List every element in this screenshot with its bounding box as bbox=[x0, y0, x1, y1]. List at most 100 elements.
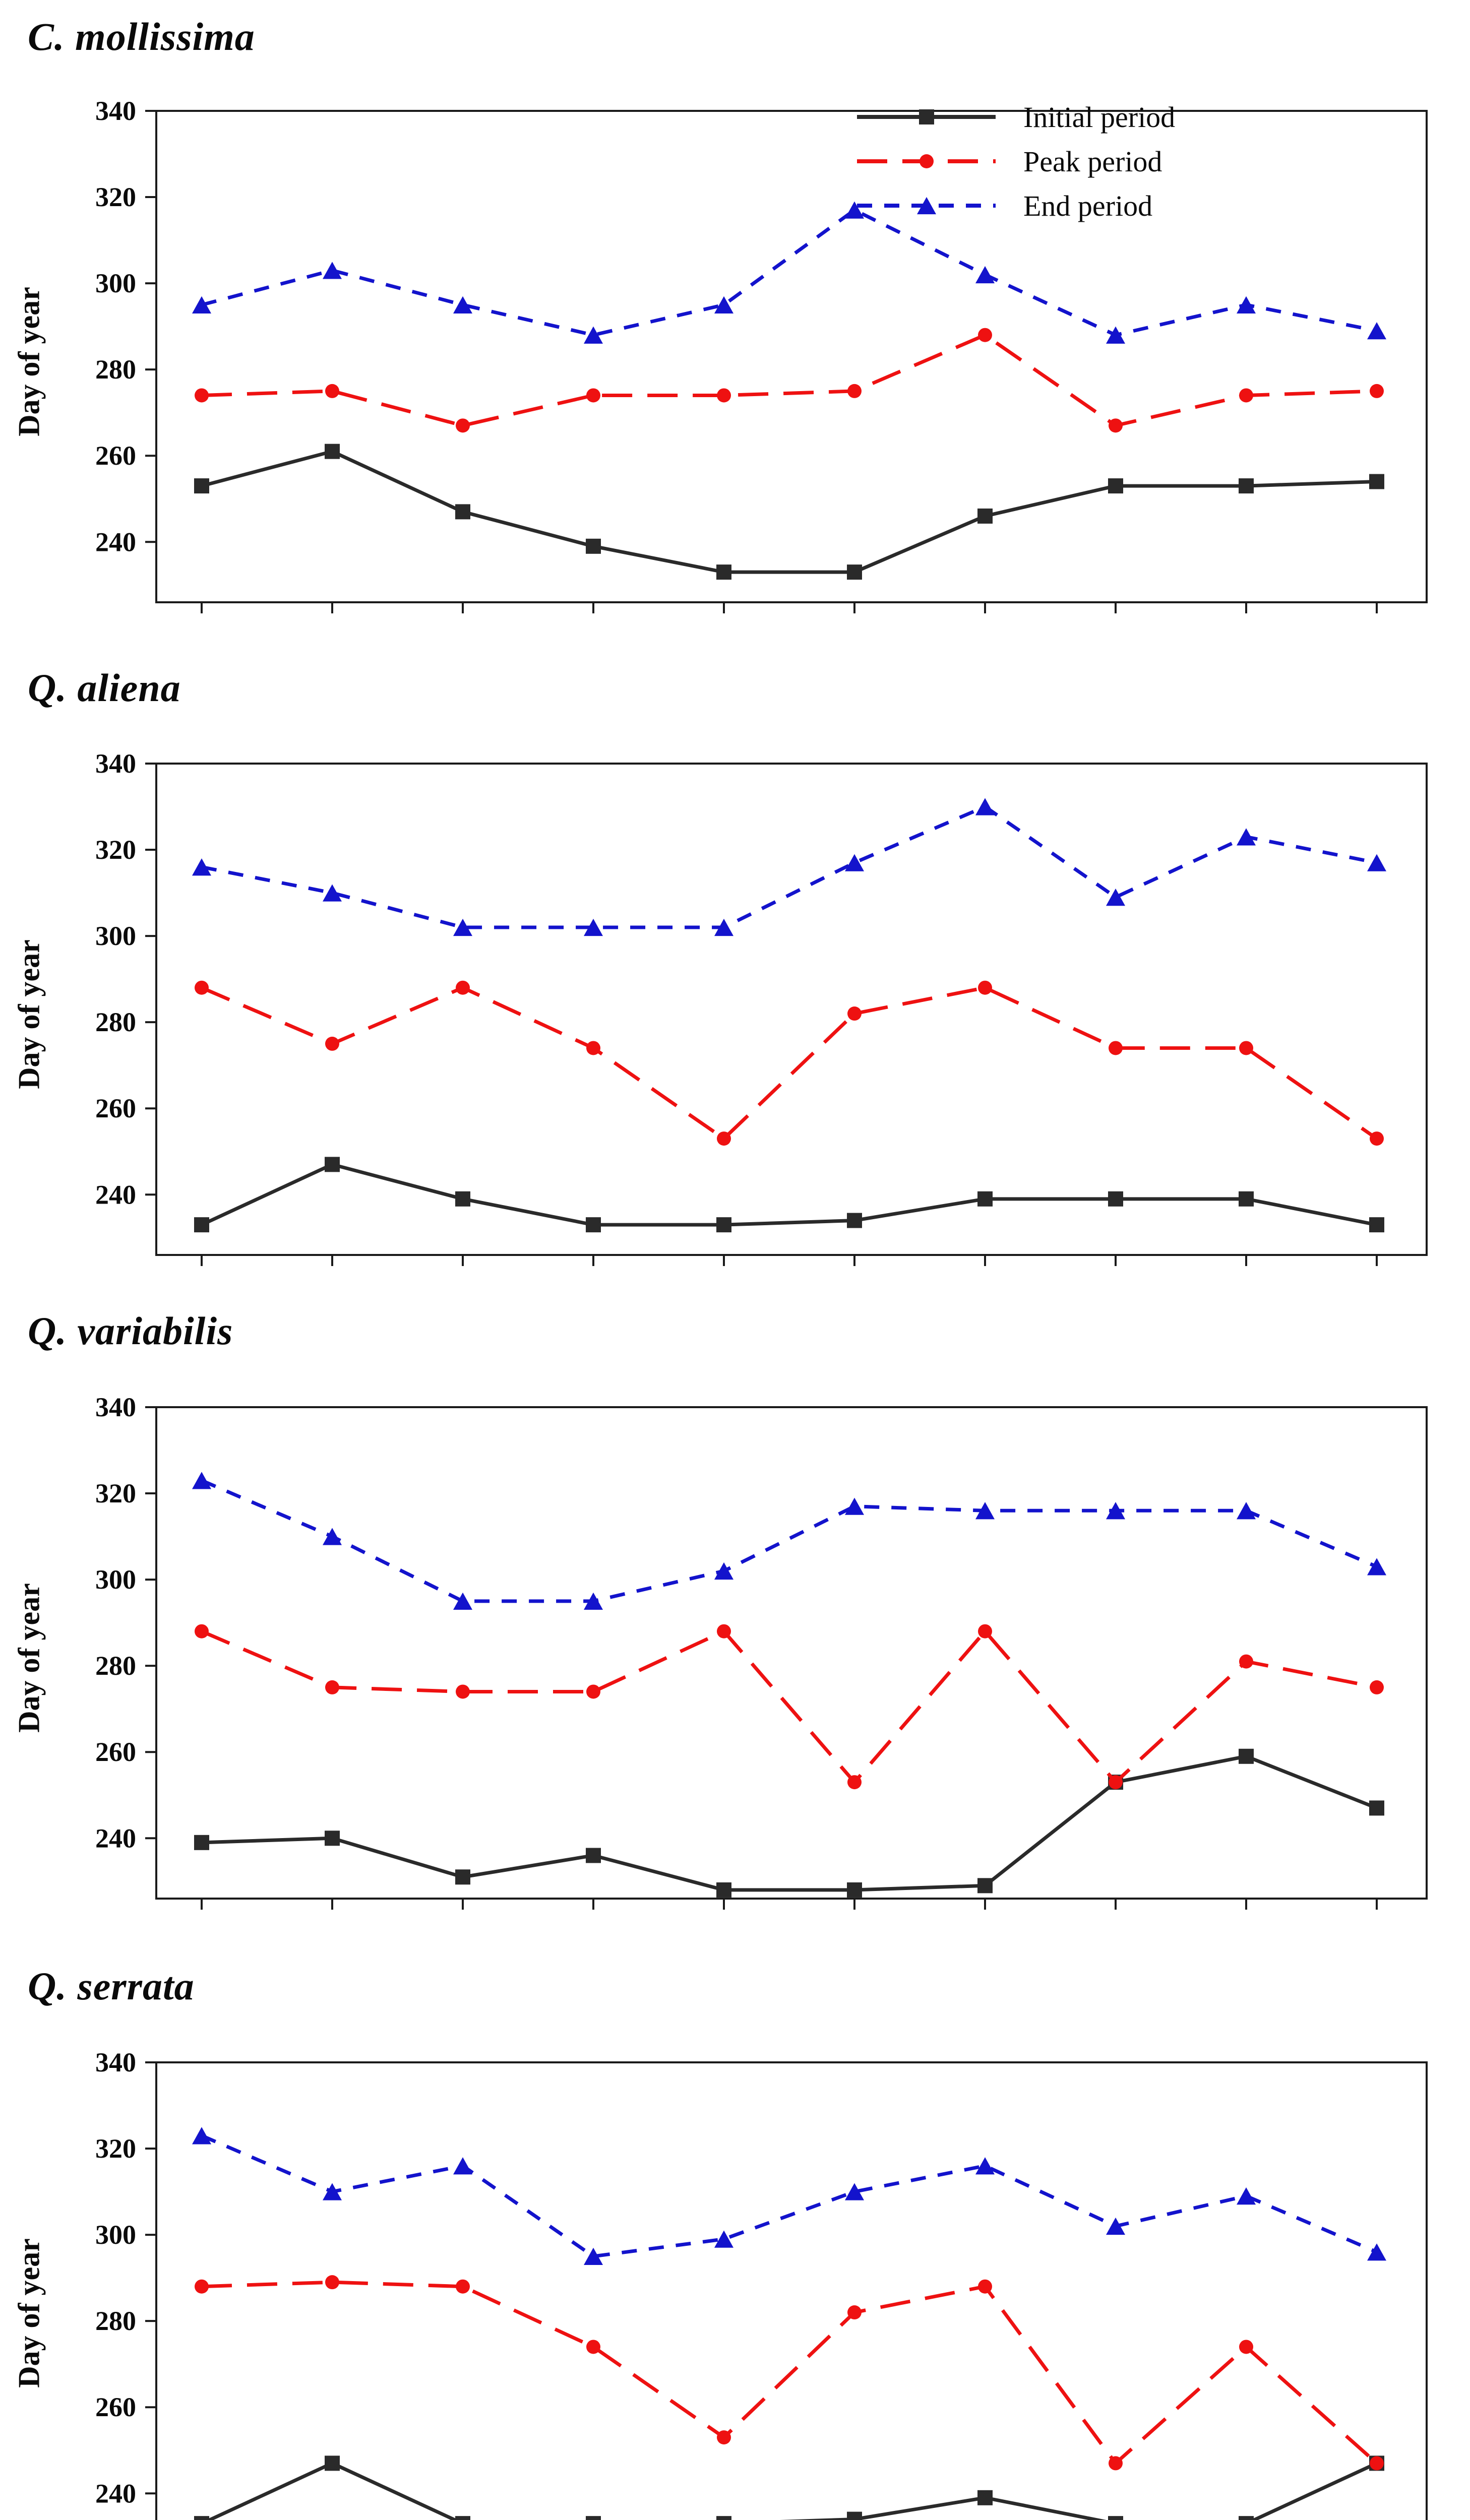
triangle-marker bbox=[975, 266, 995, 284]
triangle-marker bbox=[192, 2127, 211, 2145]
panel-1-title: C. mollissima bbox=[28, 15, 255, 58]
circle-marker bbox=[978, 328, 992, 342]
y-tick-label: 300 bbox=[95, 921, 136, 951]
y-tick-label: 280 bbox=[95, 2306, 136, 2336]
initial-period-line bbox=[201, 1162, 1377, 1227]
circle-marker bbox=[325, 384, 339, 398]
panel-4-plot: 2402602803003203402011201220132014201520… bbox=[95, 2047, 1428, 2520]
plot-border bbox=[155, 2061, 1428, 2520]
square-marker bbox=[586, 1217, 601, 1233]
square-marker bbox=[847, 564, 862, 580]
square-marker bbox=[455, 1191, 470, 1207]
circle-marker bbox=[325, 2275, 339, 2290]
circle-marker bbox=[847, 1775, 862, 1790]
panel-2-plot: 240 260 280 300 320 340 bbox=[95, 748, 1428, 1266]
legend-item-peak-period: Peak period bbox=[857, 145, 1162, 178]
legend: Initial period Peak period End period bbox=[857, 101, 1175, 222]
y-tick-label: 280 bbox=[95, 1651, 136, 1681]
end-period-line bbox=[201, 1479, 1378, 1603]
triangle-marker bbox=[453, 296, 472, 313]
triangle-marker bbox=[584, 1592, 603, 1610]
legend-label: End period bbox=[1023, 190, 1152, 222]
plot-border bbox=[155, 763, 1428, 1256]
square-marker bbox=[1108, 478, 1123, 494]
triangle-marker bbox=[845, 2183, 864, 2200]
end-period-line bbox=[201, 804, 1377, 929]
y-tick-label: 340 bbox=[95, 748, 136, 779]
circle-marker bbox=[717, 2430, 731, 2445]
triangle-marker bbox=[714, 918, 733, 936]
y-tick-label: 300 bbox=[95, 1564, 136, 1595]
triangle-marker bbox=[845, 1497, 864, 1515]
square-marker bbox=[847, 2511, 862, 2520]
triangle-marker bbox=[584, 918, 603, 936]
circle-marker bbox=[586, 1684, 600, 1699]
square-marker bbox=[455, 2516, 470, 2520]
triangle-marker bbox=[192, 858, 211, 876]
circle-marker bbox=[1370, 2456, 1384, 2471]
square-marker bbox=[716, 2516, 731, 2520]
triangle-marker bbox=[1367, 1558, 1386, 1576]
y-tick-label: 300 bbox=[95, 268, 136, 298]
square-marker bbox=[1369, 1217, 1384, 1233]
circle-marker bbox=[456, 418, 470, 433]
circle-marker bbox=[1239, 1041, 1253, 1055]
square-marker bbox=[194, 1217, 209, 1233]
legend-item-initial-period: Initial period bbox=[857, 101, 1175, 134]
square-marker bbox=[716, 1217, 731, 1233]
circle-marker bbox=[1370, 1131, 1384, 1146]
triangle-marker bbox=[1106, 889, 1125, 906]
circle-marker bbox=[195, 388, 209, 403]
circle-marker bbox=[847, 2305, 862, 2320]
circle-marker bbox=[586, 1041, 600, 1055]
square-marker bbox=[919, 109, 934, 124]
y-tick-label: 320 bbox=[95, 835, 136, 865]
y-tick-label: 340 bbox=[95, 96, 136, 126]
square-marker bbox=[586, 1848, 601, 1863]
circle-marker bbox=[978, 1624, 992, 1639]
triangle-marker bbox=[323, 1528, 342, 1545]
end-period-line bbox=[201, 208, 1377, 337]
triangle-marker bbox=[714, 296, 733, 313]
triangle-marker bbox=[975, 2157, 995, 2175]
initial-period-markers bbox=[194, 444, 1384, 580]
plot-border bbox=[155, 110, 1428, 603]
square-marker bbox=[847, 1213, 862, 1228]
y-tick-label: 340 bbox=[95, 2047, 136, 2077]
end-period-markers bbox=[192, 798, 1386, 936]
triangle-marker bbox=[453, 2157, 472, 2175]
circle-marker bbox=[195, 2279, 209, 2294]
square-marker bbox=[194, 2516, 209, 2520]
y-tick-label: 240 bbox=[95, 527, 136, 557]
panel-4-title: Q. serrata bbox=[28, 1964, 195, 2008]
square-marker bbox=[977, 508, 993, 524]
peak-period-line bbox=[201, 2280, 1378, 2466]
triangle-marker bbox=[1237, 828, 1256, 846]
circle-marker bbox=[456, 2279, 470, 2294]
triangle-marker bbox=[584, 2247, 603, 2265]
circle-marker bbox=[325, 1036, 339, 1051]
square-marker bbox=[977, 1878, 993, 1894]
initial-period-line bbox=[205, 2461, 1378, 2520]
circle-marker bbox=[456, 980, 470, 995]
square-marker bbox=[1239, 2516, 1254, 2520]
y-tick-label: 320 bbox=[95, 1478, 136, 1508]
y-tick-label: 260 bbox=[95, 440, 136, 471]
triangle-marker bbox=[917, 197, 936, 215]
initial-period-markers bbox=[194, 1157, 1384, 1233]
peak-period-markers bbox=[195, 328, 1384, 433]
triangle-marker bbox=[1237, 1502, 1256, 1520]
circle-marker bbox=[1109, 1041, 1123, 1055]
peak-period-line bbox=[201, 333, 1377, 428]
triangle-marker bbox=[714, 1562, 733, 1580]
square-marker bbox=[325, 444, 340, 459]
end-period-markers bbox=[192, 2127, 1386, 2265]
circle-marker bbox=[717, 388, 731, 403]
y-tick-label: 260 bbox=[95, 2392, 136, 2422]
square-marker bbox=[1369, 1800, 1384, 1816]
peak-period-markers bbox=[195, 2275, 1384, 2471]
triangle-marker bbox=[584, 326, 603, 344]
circle-marker bbox=[1239, 388, 1253, 403]
circle-marker bbox=[717, 1131, 731, 1146]
